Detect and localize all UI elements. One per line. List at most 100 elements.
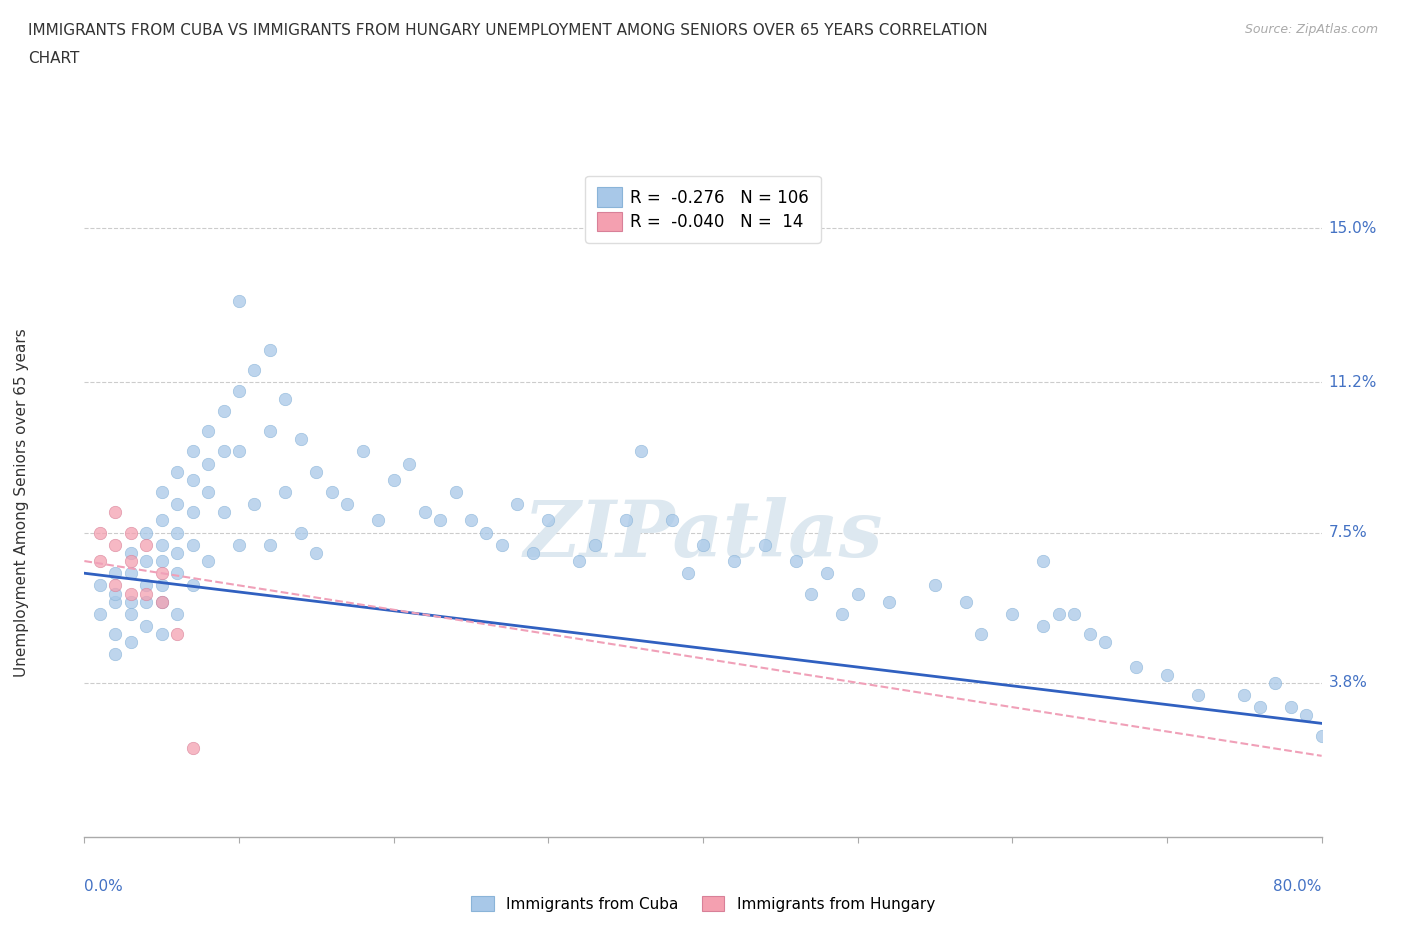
Point [89,525,111,540]
Point [197,485,219,499]
Point [1125,659,1147,674]
Point [583,538,606,552]
Point [135,594,157,609]
Legend: R =  -0.276   N = 106, R =  -0.040   N =  14: R = -0.276 N = 106, R = -0.040 N = 14 [585,176,821,243]
Point [150,485,173,499]
Point [104,627,127,642]
Point [1233,687,1256,702]
Point [166,464,188,479]
Point [877,594,900,609]
Point [460,513,482,528]
Point [630,444,652,458]
Point [1078,627,1101,642]
Point [1032,553,1054,568]
Point [104,647,127,662]
Point [614,513,637,528]
Point [274,392,297,406]
Point [352,444,374,458]
Point [692,538,714,552]
Point [166,565,188,580]
Point [259,538,281,552]
Point [181,578,204,592]
Point [1264,675,1286,690]
Point [120,594,142,609]
Point [1094,635,1116,650]
Point [150,565,173,580]
Point [120,565,142,580]
Text: 15.0%: 15.0% [1329,220,1376,236]
Point [89,606,111,621]
Point [723,553,745,568]
Point [924,578,946,592]
Text: 7.5%: 7.5% [1329,525,1368,540]
Point [135,553,157,568]
Point [831,606,853,621]
Legend: Immigrants from Cuba, Immigrants from Hungary: Immigrants from Cuba, Immigrants from Hu… [465,889,941,918]
Point [166,497,188,512]
Point [104,578,127,592]
Point [1001,606,1024,621]
Point [1279,699,1302,714]
Point [1063,606,1085,621]
Point [181,505,204,520]
Point [89,578,111,592]
Point [305,546,328,561]
Point [150,553,173,568]
Point [104,586,127,601]
Text: 0.0%: 0.0% [84,879,124,894]
Point [243,497,266,512]
Point [150,594,173,609]
Point [166,606,188,621]
Point [228,444,250,458]
Point [367,513,389,528]
Point [1249,699,1271,714]
Point [259,424,281,439]
Point [522,546,544,561]
Point [197,424,219,439]
Point [228,383,250,398]
Point [228,294,250,309]
Point [429,513,451,528]
Point [1295,708,1317,723]
Text: 3.8%: 3.8% [1329,675,1368,690]
Point [413,505,436,520]
Text: IMMIGRANTS FROM CUBA VS IMMIGRANTS FROM HUNGARY UNEMPLOYMENT AMONG SENIORS OVER : IMMIGRANTS FROM CUBA VS IMMIGRANTS FROM … [28,23,988,38]
Point [120,586,142,601]
Point [1156,667,1178,682]
Point [150,594,173,609]
Point [955,594,977,609]
Point [166,627,188,642]
Point [181,538,204,552]
Point [150,538,173,552]
Text: Source: ZipAtlas.com: Source: ZipAtlas.com [1244,23,1378,36]
Point [150,578,173,592]
Point [181,444,204,458]
Point [290,432,312,446]
Point [274,485,297,499]
Point [444,485,467,499]
Point [181,740,204,755]
Point [89,553,111,568]
Point [135,538,157,552]
Point [800,586,823,601]
Point [150,627,173,642]
Point [212,444,235,458]
Point [150,513,173,528]
Point [104,505,127,520]
Point [120,606,142,621]
Point [120,546,142,561]
Point [181,472,204,487]
Point [120,553,142,568]
Point [166,525,188,540]
Point [212,404,235,418]
Point [1310,728,1333,743]
Point [290,525,312,540]
Point [1047,606,1070,621]
Point [104,594,127,609]
Point [197,457,219,472]
Point [212,505,235,520]
Point [135,525,157,540]
Text: 80.0%: 80.0% [1274,879,1322,894]
Point [491,538,513,552]
Point [135,578,157,592]
